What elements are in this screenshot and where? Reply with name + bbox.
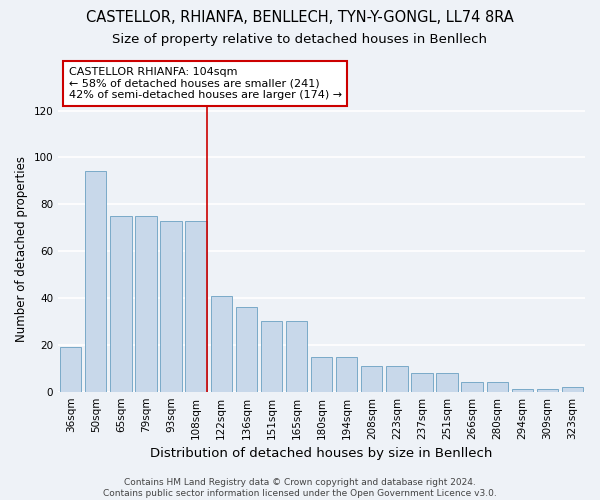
Bar — [411, 373, 433, 392]
Text: Contains HM Land Registry data © Crown copyright and database right 2024.
Contai: Contains HM Land Registry data © Crown c… — [103, 478, 497, 498]
Bar — [386, 366, 407, 392]
Bar — [537, 390, 558, 392]
Text: CASTELLOR RHIANFA: 104sqm
← 58% of detached houses are smaller (241)
42% of semi: CASTELLOR RHIANFA: 104sqm ← 58% of detac… — [69, 67, 342, 100]
Bar — [361, 366, 382, 392]
Bar — [160, 220, 182, 392]
Bar — [236, 308, 257, 392]
Bar — [562, 387, 583, 392]
Bar — [261, 322, 282, 392]
Bar — [461, 382, 483, 392]
Bar — [211, 296, 232, 392]
X-axis label: Distribution of detached houses by size in Benllech: Distribution of detached houses by size … — [151, 447, 493, 460]
Bar — [487, 382, 508, 392]
Bar — [110, 216, 131, 392]
Bar — [85, 172, 106, 392]
Bar — [136, 216, 157, 392]
Y-axis label: Number of detached properties: Number of detached properties — [15, 156, 28, 342]
Bar — [512, 390, 533, 392]
Bar — [336, 356, 358, 392]
Bar — [185, 220, 207, 392]
Text: Size of property relative to detached houses in Benllech: Size of property relative to detached ho… — [113, 32, 487, 46]
Bar — [60, 347, 82, 392]
Bar — [436, 373, 458, 392]
Bar — [311, 356, 332, 392]
Text: CASTELLOR, RHIANFA, BENLLECH, TYN-Y-GONGL, LL74 8RA: CASTELLOR, RHIANFA, BENLLECH, TYN-Y-GONG… — [86, 10, 514, 25]
Bar — [286, 322, 307, 392]
